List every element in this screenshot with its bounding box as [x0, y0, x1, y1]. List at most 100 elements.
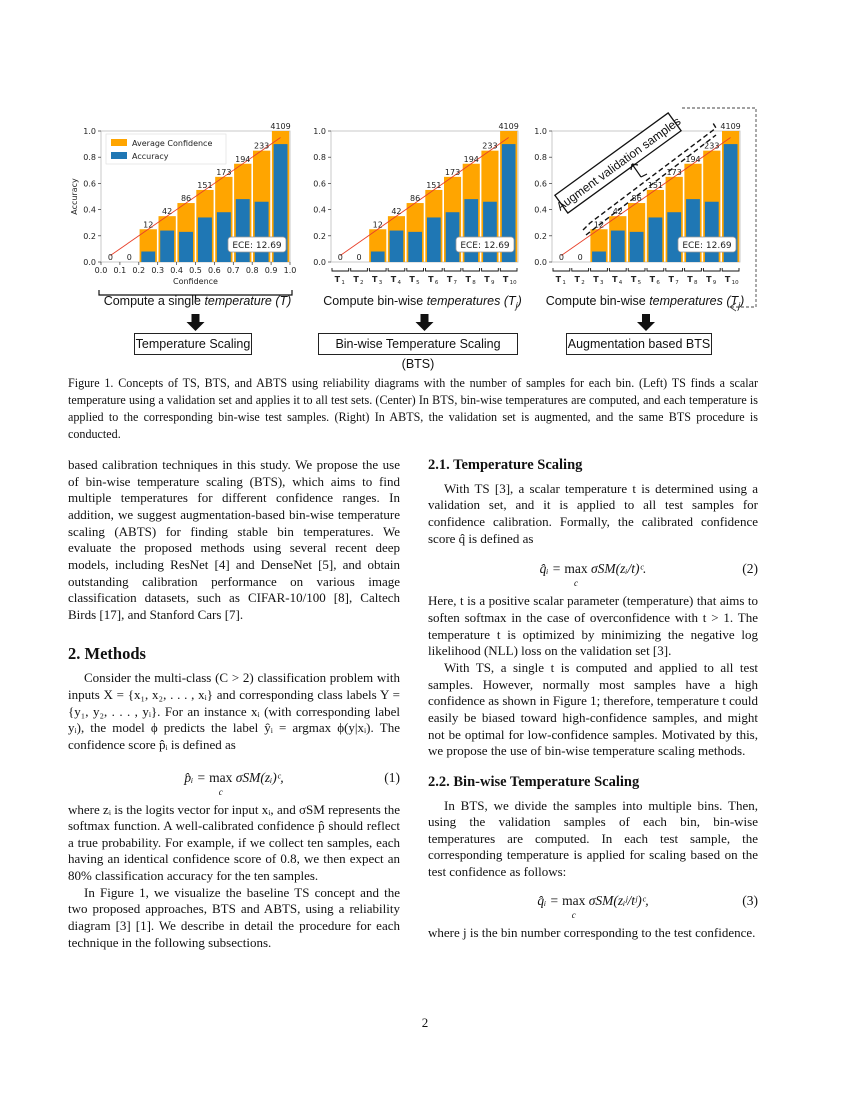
- brace: [98, 290, 293, 300]
- subsection-heading-bts: 2.2. Bin-wise Temperature Scaling: [428, 773, 640, 790]
- bin-count-label: 151: [197, 181, 212, 190]
- bin-count-label: 4109: [498, 122, 518, 131]
- bin-temperature-label: T: [353, 275, 359, 284]
- bin-temperature-label: T: [631, 275, 637, 284]
- bin-temperature-subscript: 7: [454, 280, 458, 286]
- eq-max: max c: [562, 891, 585, 920]
- y-tick-label: 0.0: [534, 258, 547, 267]
- flow-text: Compute a single: [103, 294, 205, 308]
- bin-brace: [406, 268, 424, 272]
- bin-brace: [552, 268, 571, 272]
- flow-text-italic: temperature (T): [204, 294, 292, 308]
- bin-temperature-label: T: [466, 275, 472, 284]
- x-tick-label: 0.1: [114, 266, 127, 275]
- bin-temperature-label: T: [391, 275, 397, 284]
- eq-max: max c: [209, 768, 233, 797]
- equation-1: p̂ᵢ = max c σSM(zᵢ)ᶜ, (1): [68, 768, 400, 802]
- accuracy-bar: [160, 230, 175, 262]
- right-column: 2.1. Temperature Scaling With TS [3], a …: [428, 457, 758, 941]
- ece-label: ECE: 12.69: [232, 241, 282, 251]
- y-tick-label: 0.4: [534, 206, 547, 215]
- accuracy-bar: [592, 251, 606, 262]
- bin-count-label: 151: [648, 181, 663, 190]
- bin-count-label: 173: [445, 168, 460, 177]
- eq-op: max: [209, 769, 233, 785]
- bin-brace: [425, 268, 443, 272]
- accuracy-bar: [610, 230, 625, 262]
- accuracy-bar: [198, 217, 212, 262]
- x-tick-label: 0.2: [132, 266, 145, 275]
- paragraph: Here, t is a positive scalar parameter (…: [428, 593, 758, 659]
- abts-method-box: Augmentation based BTS: [566, 333, 712, 355]
- y-tick-label: 0.0: [83, 258, 96, 267]
- x-tick-label: 0.9: [265, 266, 278, 275]
- bin-brace: [350, 268, 368, 272]
- bin-count-label: 86: [632, 194, 642, 203]
- x-tick-label: 0.0: [95, 266, 108, 275]
- bin-temperature-subscript: 7: [675, 280, 679, 286]
- y-axis-label: Accuracy: [70, 178, 79, 215]
- flow-text-sub: j: [738, 300, 741, 311]
- bin-temperature-subscript: 2: [581, 280, 585, 286]
- bin-count-label: 42: [162, 207, 172, 216]
- bin-count-label: 151: [426, 181, 441, 190]
- y-tick-label: 1.0: [534, 127, 547, 136]
- bin-temperature-subscript: 8: [472, 280, 476, 286]
- accuracy-bar: [464, 199, 479, 262]
- bin-temperature-label: T: [706, 275, 712, 284]
- bin-count-label: 42: [613, 207, 623, 216]
- accuracy-bar: [235, 199, 250, 262]
- augment-dashed-bracket: [582, 122, 717, 231]
- bin-brace: [646, 268, 665, 272]
- bin-temperature-label: T: [593, 275, 599, 284]
- bin-brace: [571, 268, 590, 272]
- bin-temperature-label: T: [409, 275, 415, 284]
- accuracy-bar: [370, 251, 385, 262]
- bin-temperature-subscript: 9: [713, 280, 717, 286]
- paragraph: In BTS, we divide the samples into multi…: [428, 797, 758, 880]
- accuracy-bar: [648, 217, 663, 262]
- down-arrow-icon: [186, 314, 205, 331]
- bin-count-label: 86: [410, 194, 420, 203]
- bin-brace: [721, 268, 740, 272]
- down-arrow-icon: [415, 314, 434, 331]
- bin-brace: [443, 268, 462, 272]
- flow-text-italic: temperatures (T: [649, 294, 739, 308]
- bin-temperature-subscript: 10: [732, 280, 739, 286]
- down-arrow-icon: [637, 314, 655, 331]
- eq-rhs: σSM(zᵢ/t)ᶜ.: [587, 561, 647, 577]
- legend-swatch-accuracy: [111, 152, 127, 159]
- bin-temperature-label: T: [335, 275, 341, 284]
- x-tick-label: 0.6: [208, 266, 221, 275]
- accuracy-bar: [501, 144, 516, 262]
- accuracy-bar: [629, 231, 644, 262]
- accuracy-bar: [723, 144, 738, 262]
- ece-label: ECE: 12.69: [460, 241, 510, 251]
- bin-count-label: 233: [704, 142, 719, 151]
- accuracy-bar: [408, 231, 422, 262]
- bin-brace: [462, 268, 481, 272]
- y-tick-label: 0.8: [313, 153, 326, 162]
- bin-temperature-label: T: [687, 275, 693, 284]
- paragraph: With TS, a single t is computed and appl…: [428, 659, 758, 759]
- figure-caption: Figure 1. Concepts of TS, BTS, and ABTS …: [68, 376, 758, 441]
- bin-count-label: 12: [143, 220, 153, 229]
- augment-up-arrow-icon: [630, 163, 648, 178]
- bin-temperature-subscript: 4: [397, 280, 401, 286]
- bin-count-label: 4109: [720, 122, 740, 131]
- accuracy-bar: [273, 144, 288, 262]
- bin-temperature-subscript: 3: [600, 280, 604, 286]
- eq-op: max: [564, 561, 588, 577]
- perfect-calibration-line: [340, 137, 509, 256]
- eq-rhs: σSM(zᵢʲ/tʲ)ᶜ,: [585, 892, 649, 908]
- ts-method-box: Temperature Scaling: [134, 333, 252, 355]
- equation-2: q̂ᵢ = max c σSM(zᵢ/t)ᶜ. (2): [428, 559, 758, 593]
- y-tick-label: 0.2: [534, 232, 547, 241]
- flow-text: Compute bin-wise: [323, 294, 427, 308]
- y-tick-label: 0.2: [83, 232, 96, 241]
- bin-count-label: 233: [254, 142, 269, 151]
- augment-label-box: [553, 112, 683, 214]
- bin-brace: [499, 268, 518, 272]
- bin-temperature-label: T: [372, 275, 378, 284]
- flow-text-sub: j: [515, 300, 518, 311]
